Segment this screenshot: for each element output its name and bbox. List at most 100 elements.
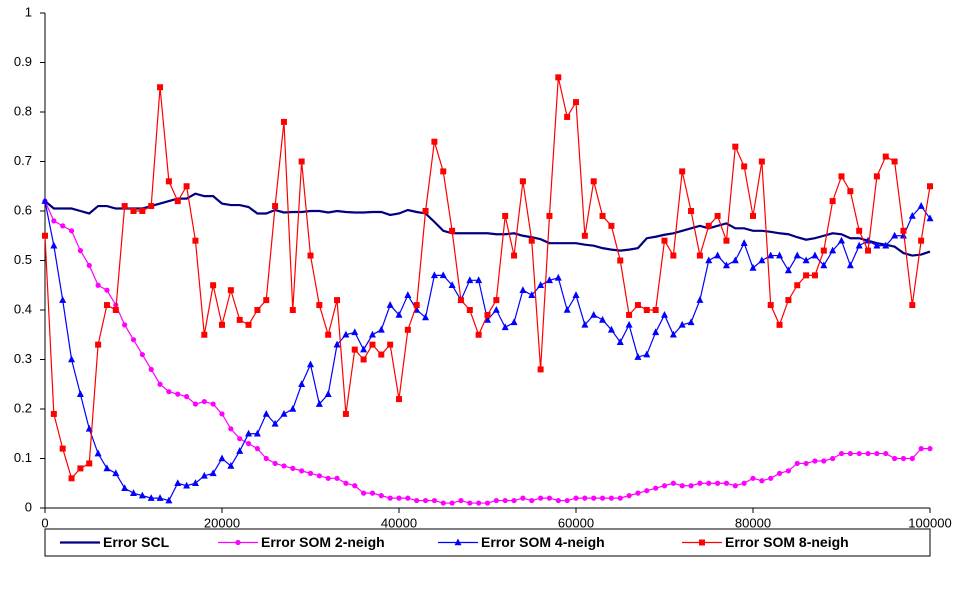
marker — [95, 282, 101, 288]
marker — [555, 74, 562, 81]
marker — [227, 461, 235, 469]
marker — [590, 178, 597, 185]
marker — [440, 500, 446, 506]
marker — [184, 394, 190, 400]
marker — [926, 214, 934, 222]
marker — [175, 391, 181, 397]
marker — [387, 495, 393, 501]
y-tick-label: 0.3 — [14, 351, 32, 366]
marker — [803, 460, 809, 467]
marker — [298, 380, 306, 388]
marker — [493, 497, 499, 504]
marker — [387, 341, 394, 348]
y-tick-label: 0.7 — [14, 153, 32, 168]
legend-label: Error SOM 8-neigh — [725, 534, 849, 550]
marker — [537, 281, 545, 289]
marker — [917, 202, 925, 209]
marker — [50, 241, 58, 249]
marker — [457, 297, 464, 304]
marker — [352, 483, 358, 489]
marker — [307, 360, 314, 368]
x-tick-label: 40000 — [381, 515, 417, 530]
y-tick-label: 0.8 — [14, 103, 32, 118]
marker — [537, 366, 544, 373]
marker — [927, 446, 933, 452]
marker — [882, 241, 890, 249]
marker — [361, 490, 367, 496]
marker — [793, 251, 801, 259]
marker — [298, 158, 305, 165]
marker — [829, 198, 836, 205]
marker — [582, 495, 588, 501]
marker — [758, 256, 766, 264]
marker — [768, 475, 774, 481]
marker — [740, 239, 748, 246]
marker — [617, 257, 624, 264]
marker — [865, 247, 872, 254]
marker — [759, 478, 765, 484]
marker — [219, 321, 225, 328]
marker — [449, 227, 456, 234]
marker — [165, 178, 172, 185]
marker — [68, 355, 76, 363]
marker — [741, 163, 748, 170]
marker — [51, 218, 57, 224]
marker — [41, 197, 49, 204]
marker — [678, 320, 686, 328]
marker — [573, 99, 579, 106]
marker — [511, 252, 518, 259]
marker — [519, 286, 527, 293]
marker — [564, 497, 570, 504]
marker — [510, 318, 518, 326]
marker — [821, 458, 827, 464]
marker — [475, 331, 482, 338]
marker — [599, 495, 606, 501]
marker — [519, 178, 526, 185]
marker — [484, 315, 491, 323]
marker — [68, 228, 75, 234]
marker — [874, 450, 880, 457]
marker — [590, 310, 598, 318]
marker — [325, 475, 331, 481]
marker — [395, 310, 403, 318]
marker — [122, 322, 128, 328]
marker — [528, 237, 535, 244]
marker — [882, 153, 889, 160]
marker — [148, 203, 155, 210]
marker — [342, 330, 350, 338]
marker — [546, 212, 553, 219]
marker — [918, 237, 925, 244]
marker — [60, 223, 66, 229]
marker — [696, 252, 703, 259]
marker — [538, 495, 544, 501]
marker — [351, 328, 359, 336]
marker — [466, 307, 473, 313]
marker — [324, 390, 332, 397]
marker — [545, 276, 553, 284]
marker — [625, 320, 633, 328]
marker — [856, 227, 863, 234]
marker — [484, 311, 491, 318]
marker — [643, 307, 650, 313]
marker — [263, 455, 269, 462]
marker — [466, 276, 474, 284]
marker — [59, 445, 66, 452]
marker — [201, 331, 208, 338]
marker — [493, 297, 500, 304]
marker — [715, 480, 721, 486]
marker — [307, 252, 314, 259]
marker — [360, 356, 367, 363]
marker — [396, 396, 402, 403]
marker — [927, 183, 933, 190]
marker — [139, 208, 146, 214]
marker — [192, 401, 199, 407]
marker — [369, 490, 376, 496]
marker — [156, 494, 164, 501]
marker — [351, 346, 358, 353]
marker — [706, 480, 712, 486]
marker — [864, 236, 872, 244]
marker — [909, 455, 915, 462]
marker — [165, 496, 173, 504]
marker — [166, 389, 172, 395]
